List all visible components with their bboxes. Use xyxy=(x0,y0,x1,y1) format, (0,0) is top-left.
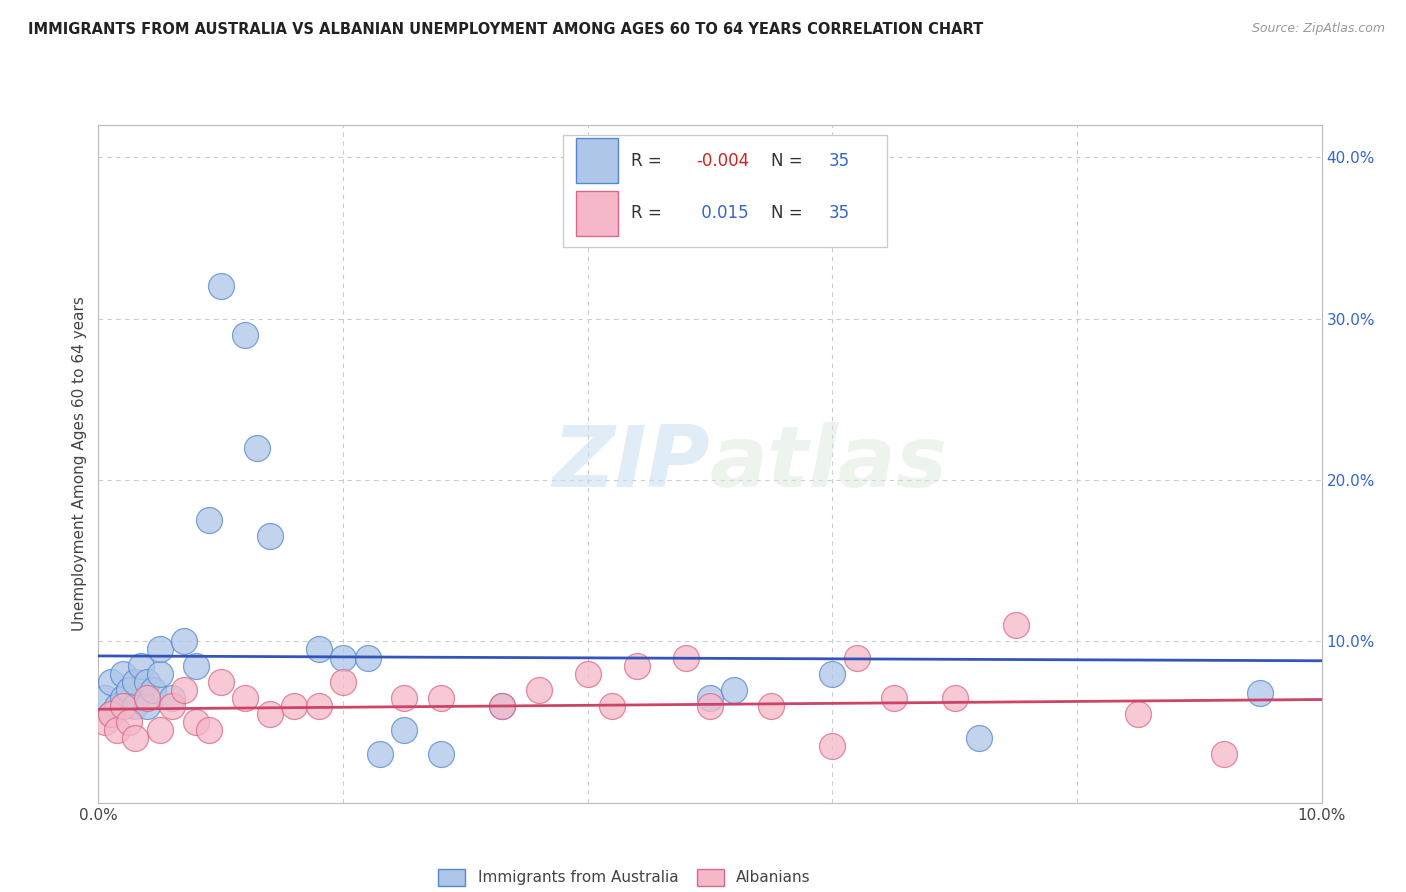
Point xyxy=(149,666,172,681)
Point xyxy=(259,529,281,543)
Point xyxy=(186,658,208,673)
Point xyxy=(136,674,159,689)
Point xyxy=(136,698,159,713)
Point xyxy=(332,650,354,665)
Point xyxy=(699,690,721,705)
Point xyxy=(845,650,868,665)
Point xyxy=(93,690,115,705)
Text: R =: R = xyxy=(631,152,662,169)
Point xyxy=(283,698,305,713)
Point xyxy=(124,698,146,713)
Point xyxy=(246,441,269,455)
Text: Source: ZipAtlas.com: Source: ZipAtlas.com xyxy=(1251,22,1385,36)
Point xyxy=(600,698,623,713)
Point xyxy=(430,747,453,762)
Y-axis label: Unemployment Among Ages 60 to 64 years: Unemployment Among Ages 60 to 64 years xyxy=(72,296,87,632)
Point xyxy=(105,698,128,713)
Point xyxy=(209,279,232,293)
Point xyxy=(967,731,990,746)
FancyBboxPatch shape xyxy=(564,135,887,247)
Point xyxy=(118,682,141,697)
Point xyxy=(368,747,391,762)
Point xyxy=(392,723,416,738)
Point xyxy=(142,682,165,697)
Point xyxy=(392,690,416,705)
Point xyxy=(1249,686,1271,700)
Point xyxy=(160,690,183,705)
Point xyxy=(430,690,453,705)
Point xyxy=(675,650,697,665)
Point xyxy=(699,698,721,713)
Point xyxy=(124,731,146,746)
Text: N =: N = xyxy=(770,204,803,222)
Point xyxy=(759,698,782,713)
Point xyxy=(943,690,966,705)
Text: N =: N = xyxy=(770,152,803,169)
Point xyxy=(105,723,128,738)
Point xyxy=(111,698,134,713)
Bar xyxy=(576,138,619,183)
Text: ZIP: ZIP xyxy=(553,422,710,506)
Point xyxy=(723,682,745,697)
Point xyxy=(308,698,330,713)
Point xyxy=(93,715,115,730)
Point xyxy=(118,715,141,730)
Point xyxy=(209,674,232,689)
Point xyxy=(197,513,219,527)
Text: atlas: atlas xyxy=(710,422,948,506)
Point xyxy=(356,650,378,665)
Point xyxy=(259,706,281,721)
Point xyxy=(576,666,599,681)
Point xyxy=(173,634,195,648)
Text: 35: 35 xyxy=(830,152,851,169)
Point xyxy=(197,723,219,738)
Point xyxy=(527,682,550,697)
Point xyxy=(1212,747,1234,762)
Point xyxy=(491,698,513,713)
Point xyxy=(233,327,256,342)
Point xyxy=(160,698,183,713)
Point xyxy=(111,666,134,681)
Point xyxy=(100,674,122,689)
Point xyxy=(124,674,146,689)
Legend: Immigrants from Australia, Albanians: Immigrants from Australia, Albanians xyxy=(430,862,818,892)
Point xyxy=(883,690,905,705)
Point xyxy=(491,698,513,713)
Point xyxy=(821,739,844,754)
Point xyxy=(129,658,152,673)
Point xyxy=(332,674,354,689)
Text: -0.004: -0.004 xyxy=(696,152,749,169)
Text: IMMIGRANTS FROM AUSTRALIA VS ALBANIAN UNEMPLOYMENT AMONG AGES 60 TO 64 YEARS COR: IMMIGRANTS FROM AUSTRALIA VS ALBANIAN UN… xyxy=(28,22,983,37)
Point xyxy=(136,690,159,705)
Text: 35: 35 xyxy=(830,204,851,222)
Point xyxy=(100,706,122,721)
Point xyxy=(1004,618,1026,632)
Text: 0.015: 0.015 xyxy=(696,204,749,222)
Point xyxy=(233,690,256,705)
Point xyxy=(111,690,134,705)
Point xyxy=(149,723,172,738)
Point xyxy=(149,642,172,657)
Point xyxy=(308,642,330,657)
Text: R =: R = xyxy=(631,204,662,222)
Bar xyxy=(576,191,619,235)
Point xyxy=(821,666,844,681)
Point xyxy=(626,658,648,673)
Point xyxy=(173,682,195,697)
Point xyxy=(1128,706,1150,721)
Point xyxy=(186,715,208,730)
Point xyxy=(100,706,122,721)
